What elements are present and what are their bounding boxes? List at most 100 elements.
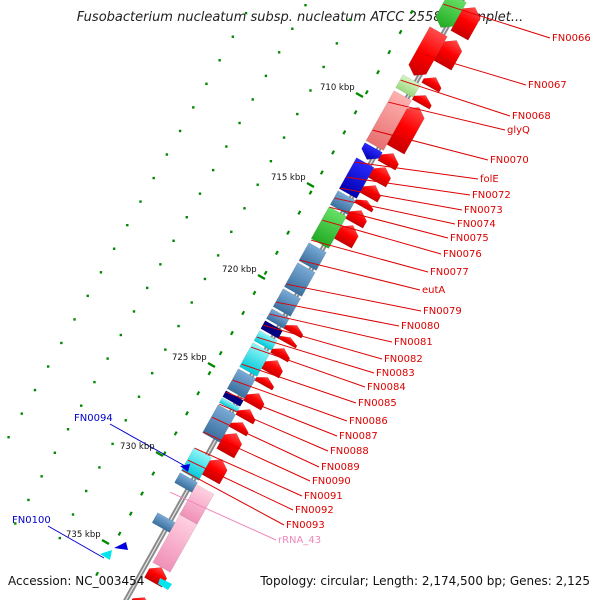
feature-arrow — [411, 95, 432, 110]
gene-label-fn0082: FN0082 — [384, 354, 423, 365]
feature-arrow — [100, 550, 112, 560]
feature-arrow — [433, 40, 463, 71]
accession-label: Accession: NC_003454 — [8, 574, 145, 588]
label-connector — [340, 187, 463, 211]
feature-arrow — [174, 472, 198, 493]
guide-dot — [86, 294, 89, 298]
feature-arrow — [377, 153, 399, 171]
label-connector — [346, 176, 471, 196]
label-connector — [211, 416, 320, 468]
guide-dot — [282, 136, 286, 139]
label-connector — [47, 525, 105, 559]
guide-dot — [7, 435, 10, 439]
guide-dot — [177, 324, 180, 328]
label-connector — [256, 336, 375, 374]
guide-dot — [309, 89, 312, 92]
label-connector — [251, 346, 366, 388]
guide-dash — [185, 411, 189, 416]
scale-tick — [306, 181, 315, 189]
gene-label-fn0090: FN0090 — [312, 476, 351, 487]
guide-dot — [106, 357, 109, 360]
gene-label-fn0093: FN0093 — [286, 520, 325, 531]
guide-dash — [95, 571, 100, 577]
label-connector — [269, 313, 393, 343]
guide-dash — [117, 531, 122, 537]
gene-label-fn0080: FN0080 — [401, 321, 440, 332]
scale-label: 715 kbp — [271, 173, 306, 183]
guide-dot — [80, 404, 83, 407]
feature-arrow — [386, 107, 425, 155]
label-connector — [334, 197, 456, 225]
label-connector — [219, 403, 329, 452]
label-connector — [400, 79, 511, 117]
guide-dot — [98, 466, 101, 469]
guide-dot — [112, 247, 116, 250]
guide-dash — [353, 110, 358, 115]
guide-dash — [207, 370, 212, 376]
guide-dash — [151, 471, 156, 476]
gene-label-fn0091: FN0091 — [304, 491, 343, 502]
guide-dash — [241, 310, 246, 316]
guide-dot — [111, 442, 114, 446]
feature-arrow — [152, 514, 198, 573]
label-connector — [286, 283, 422, 312]
feature-arrow — [254, 376, 275, 391]
guide-dot — [322, 65, 325, 69]
gene-label-fn0068: FN0068 — [512, 111, 551, 122]
guide-dash — [286, 230, 291, 235]
guide-dot — [132, 310, 136, 313]
feature-arrow — [345, 210, 367, 229]
guide-dot — [152, 176, 155, 180]
guide-dot — [145, 286, 149, 290]
feature-arrow — [218, 397, 240, 413]
feature-arrow — [368, 167, 392, 188]
label-connector — [299, 259, 421, 291]
guide-dot — [124, 419, 127, 422]
feature-arrow — [180, 464, 190, 472]
gene-label-fn0100: FN0100 — [12, 515, 51, 526]
guide-dot — [190, 301, 193, 304]
label-connector — [443, 3, 551, 39]
scale-tick — [257, 273, 266, 281]
gene-label-glyq: glyQ — [507, 125, 530, 136]
gene-label-fn0075: FN0075 — [450, 233, 489, 244]
gene-label-fn0072: FN0072 — [472, 190, 511, 201]
feature-arrow — [329, 190, 356, 215]
guide-dot — [238, 121, 241, 125]
gene-label-fn0087: FN0087 — [339, 431, 378, 442]
gene-label-fn0092: FN0092 — [295, 505, 334, 516]
scale-tick — [207, 361, 216, 369]
guide-dash — [409, 9, 414, 15]
label-connector — [416, 51, 527, 86]
guide-dot — [150, 371, 154, 375]
label-connector — [311, 239, 429, 273]
scale-labels: 710 kbp 715 kbp 720 kbp 725 kbp 730 kbp 735 k… — [66, 83, 364, 546]
guide-dash — [319, 170, 324, 175]
label-connector — [194, 447, 303, 497]
gene-label-fn0073: FN0073 — [464, 205, 503, 216]
guide-dot — [203, 277, 207, 281]
guide-dot — [256, 183, 259, 186]
guide-dot — [264, 74, 268, 78]
gene-label-fn0076: FN0076 — [443, 249, 482, 260]
label-connector — [169, 491, 277, 541]
guide-dot — [14, 522, 17, 525]
feature-arrow — [408, 26, 448, 76]
feature-arrow — [130, 597, 151, 600]
label-connector — [225, 391, 338, 437]
guide-dot — [53, 451, 57, 454]
feature-arrow — [298, 242, 327, 271]
guide-rings — [7, 4, 414, 577]
guide-dot — [230, 230, 233, 234]
feature-arrow — [435, 0, 467, 28]
feature-arrow — [272, 288, 301, 317]
scale-label: 725 kbp — [172, 353, 207, 363]
guide-dash — [274, 250, 279, 256]
scale-label: 730 kbp — [120, 442, 155, 452]
scale-tick — [101, 538, 110, 546]
label-connector — [187, 459, 294, 511]
guide-dash — [387, 49, 392, 55]
guide-dot — [60, 341, 63, 345]
feature-arrow — [365, 90, 412, 151]
guide-dot — [348, 18, 352, 22]
